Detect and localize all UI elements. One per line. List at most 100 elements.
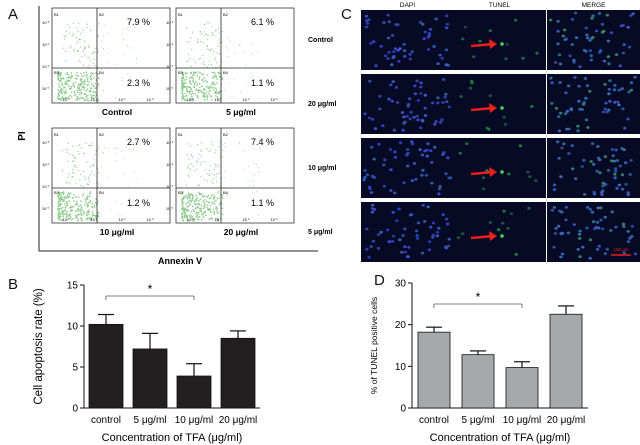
flow-tick-label: 10 ¹: [42, 64, 50, 69]
flow-tick-label: 10 ¹: [91, 97, 99, 102]
micro-positive-cell: [500, 234, 504, 238]
panel-letter-d: D: [374, 272, 385, 289]
micro-image: [453, 10, 546, 70]
y-axis-title: Cell apoptosis rate (%): [33, 288, 45, 404]
flow-tick-label: 10 ¹: [166, 64, 174, 69]
flow-tick-label: 10 ⁰: [42, 86, 50, 91]
flow-plot: B1 B2 B3 B4 10 ³ 10 ² 10 ¹ 10 ⁰ 10 ⁰ 10 ¹ 10 ² 10 ³…: [42, 127, 171, 237]
panel-letter-b: B: [8, 276, 19, 293]
flow-quadrant-label: B4: [223, 70, 229, 75]
flow-plot: B1 B2 B3 B4 10 ³ 10 ² 10 ¹ 10 ⁰ 10 ⁰ 10 ¹ 10 ² 10 ³…: [166, 7, 295, 117]
flow-tick-label: 10 ²: [42, 42, 50, 47]
micro-image-bg: [453, 10, 546, 70]
flow-tick-label: 10 ⁰: [186, 217, 194, 222]
flow-tick-label: 10 ³: [42, 140, 50, 145]
flow-percent-upper-right: 7.4 %: [251, 137, 274, 147]
flow-plot-frame: [51, 7, 171, 104]
bar: [549, 313, 583, 409]
flow-condition-label: 20 μg/ml: [224, 227, 259, 237]
y-tick-label: 0: [400, 404, 406, 415]
flow-tick-label: 10 ²: [119, 217, 127, 222]
flow-tick-label: 10 ³: [166, 140, 174, 145]
micro-row-label: Control: [308, 37, 333, 44]
micro-nuclei: [364, 13, 450, 68]
micro-arrow: [470, 170, 494, 176]
significance-marker: *: [476, 290, 481, 304]
x-tick-label: 20 μg/ml: [219, 415, 258, 426]
flow-condition-label: 10 μg/ml: [100, 227, 135, 237]
significance-marker: *: [148, 282, 153, 296]
micro-image-bg: [453, 138, 546, 198]
flow-tick-label: 10 ⁰: [62, 97, 70, 102]
micro-row-label: 5 μg/ml: [308, 229, 333, 236]
y-tick-label: 10: [67, 322, 79, 333]
panel-letter-c: C: [341, 6, 352, 23]
micro-positive-cell: [500, 106, 504, 110]
micro-image: [453, 202, 546, 262]
flow-tick-label: 10 ¹: [166, 184, 174, 189]
y-axis-title: % of TUNEL positive cells: [369, 297, 379, 394]
micro-nuclei: [549, 11, 635, 68]
flow-quadrant-label: B4: [99, 70, 105, 75]
bar: [417, 331, 451, 409]
micro-arrow: [470, 234, 494, 240]
flow-quadrant-label: B2: [223, 132, 229, 137]
micro-nuclei: [458, 142, 538, 191]
flow-plot: B1 B2 B3 B4 10 ³ 10 ² 10 ¹ 10 ⁰ 10 ⁰ 10 ¹ 10 ² 10 ³…: [42, 7, 171, 117]
flow-plot-dots: [181, 141, 261, 222]
flow-tick-label: 10 ³: [147, 217, 155, 222]
micro-nuclei: [549, 75, 637, 133]
flow-quadrant-label: B4: [223, 190, 229, 195]
micro-nuclei: [362, 140, 453, 196]
flow-percent-lower-right: 1.2 %: [127, 198, 150, 208]
micro-image: [547, 10, 640, 70]
bar: [88, 323, 124, 409]
flow-tick-label: 10 ³: [147, 97, 155, 102]
micro-nuclei: [459, 79, 534, 131]
flow-percent-lower-right: 1.1 %: [251, 198, 274, 208]
micro-nuclei: [552, 140, 633, 197]
x-tick-label: control: [419, 415, 449, 426]
micro-positive-cell: [500, 42, 504, 46]
chart-d: 0 10 20 30 control 5 μg/ml 10 μg/ml 20 μg/ml * % …: [369, 279, 588, 444]
flow-x-axis-label: Annexin V: [158, 256, 202, 266]
flow-tick-label: 10 ¹: [215, 97, 223, 102]
micro-image: [361, 10, 454, 70]
flow-tick-label: 10 ⁰: [166, 206, 174, 211]
flow-tick-label: 10 ¹: [215, 217, 223, 222]
flow-quadrant-label: B2: [99, 12, 105, 17]
bar: [505, 367, 539, 409]
flow-quadrant-label: B2: [99, 132, 105, 137]
micro-positive-cell: [500, 170, 504, 174]
flow-quadrant-label: B1: [178, 132, 184, 137]
micro-image: [453, 138, 546, 198]
x-axis-title: Concentration of TFA (μg/ml): [102, 432, 243, 444]
bar: [132, 348, 168, 409]
flow-quadrant-label: B1: [54, 132, 60, 137]
flow-quadrant-label: B2: [223, 12, 229, 17]
micro-nuclei: [461, 18, 539, 61]
flow-tick-label: 10 ⁰: [62, 217, 70, 222]
micro-nuclei: [550, 205, 638, 260]
micro-arrow-head: [489, 231, 497, 241]
micro-image-bg: [453, 74, 546, 134]
flow-quadrant-label: B3: [54, 190, 60, 195]
flow-plot-frame: [175, 127, 295, 224]
micro-column-header: MERGE: [582, 2, 607, 9]
micro-image: [547, 74, 640, 134]
flow-tick-label: 10 ²: [166, 42, 174, 47]
x-tick-label: 10 μg/ml: [503, 415, 542, 426]
flow-tick-label: 10 ²: [243, 97, 251, 102]
micro-arrow-head: [489, 39, 497, 49]
micro-scale-bar-label: 100 μm: [613, 247, 628, 252]
flow-percent-upper-right: 6.1 %: [251, 17, 274, 27]
micro-image-bg: [453, 202, 546, 262]
flow-condition-label: 5 μg/ml: [226, 107, 256, 117]
flow-tick-label: 10 ¹: [42, 184, 50, 189]
flow-tick-label: 10 ²: [119, 97, 127, 102]
bar: [220, 337, 256, 409]
flow-percent-lower-right: 1.1 %: [251, 78, 274, 88]
flow-quadrant-label: B3: [178, 70, 184, 75]
